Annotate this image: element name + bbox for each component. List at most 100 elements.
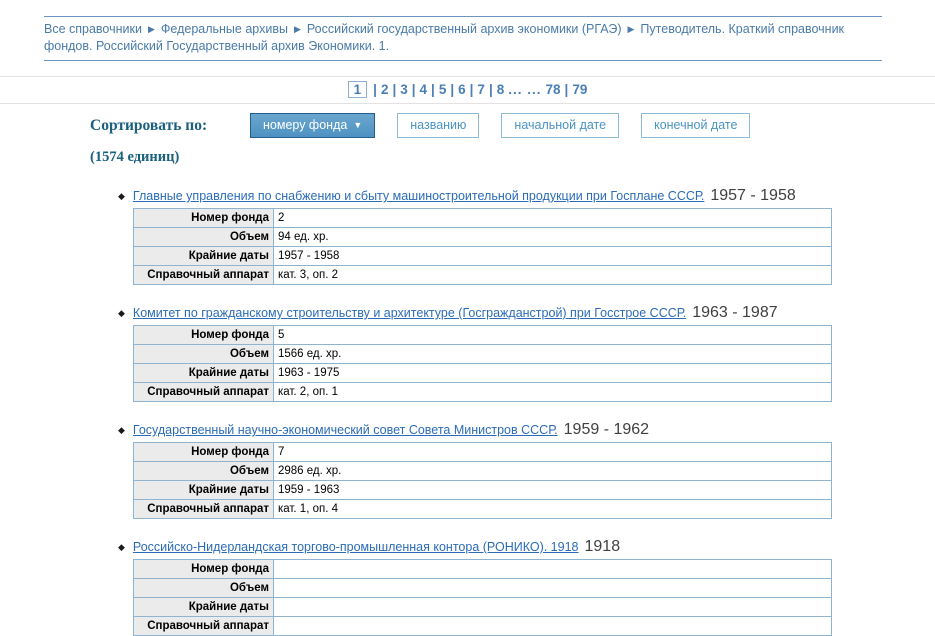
fond-details-table: Номер фонда 2 Объем 94 ед. хр. Крайние дат… [133, 208, 832, 285]
field-value-reference: кат. 2, оп. 1 [273, 382, 832, 402]
field-value-fund-number: 5 [273, 325, 832, 345]
sort-button-start-date[interactable]: начальной дате [501, 113, 620, 138]
field-value-dates: 1959 - 1963 [273, 480, 832, 500]
table-row: Номер фонда [133, 559, 832, 579]
list-item: ◆ Комитет по гражданскому строительству и… [118, 305, 935, 402]
field-value-dates: 1957 - 1958 [273, 246, 832, 266]
fond-date-range: 1918 [584, 538, 621, 555]
table-row: Крайние даты 1963 - 1975 [133, 363, 832, 383]
list-item: ◆ Российско-Нидерландская торгово-промышл… [118, 539, 935, 636]
pagination-separator: | [373, 82, 377, 97]
pagination-page-8[interactable]: 8 [496, 82, 505, 97]
field-value-reference: кат. 1, оп. 4 [273, 499, 832, 519]
breadcrumb-link-federal-archives[interactable]: Федеральные архивы [160, 22, 288, 36]
field-label-reference: Справочный аппарат [133, 616, 274, 636]
breadcrumb-separator-icon: ▶ [627, 24, 635, 34]
pagination: 1 | 2 | 3 | 4 | 5 | 6 | 7 | 8... ... 78 | 79 [0, 76, 935, 104]
field-label-dates: Крайние даты [133, 363, 274, 383]
pagination-ellipsis: ... ... [508, 82, 542, 97]
sort-button-fund-number[interactable]: номеру фонда ▼ [250, 113, 376, 138]
field-value-fund-number: 7 [273, 442, 832, 462]
field-label-reference: Справочный аппарат [133, 382, 274, 402]
table-row: Справочный аппарат [133, 616, 832, 636]
field-label-fund-number: Номер фонда [133, 208, 274, 228]
sort-button-fund-number-label: номеру фонда [263, 118, 348, 132]
field-value-volume: 94 ед. хр. [273, 227, 832, 247]
diamond-bullet-icon: ◆ [118, 308, 125, 318]
pagination-page-79[interactable]: 79 [572, 82, 588, 97]
pagination-page-6[interactable]: 6 [458, 82, 466, 97]
table-row: Крайние даты 1957 - 1958 [133, 246, 832, 266]
fond-date-range: 1957 - 1958 [710, 187, 796, 204]
diamond-bullet-icon: ◆ [118, 542, 125, 552]
field-label-dates: Крайние даты [133, 246, 274, 266]
breadcrumb-link-all-directories[interactable]: Все справочники [44, 22, 142, 36]
pagination-separator: | [450, 82, 455, 97]
breadcrumb-link-rgae[interactable]: Российский государственный архив экономи… [306, 22, 622, 36]
field-value-reference [273, 616, 832, 636]
fond-details-table: Номер фонда 5 Объем 1566 ед. хр. Крайние д… [133, 325, 832, 402]
pagination-current-page: 1 [347, 81, 368, 98]
field-label-volume: Объем [133, 344, 274, 364]
table-row: Справочный аппарат кат. 3, оп. 2 [133, 265, 832, 285]
fond-title-row: ◆ Российско-Нидерландская торгово-промышл… [118, 539, 935, 555]
pagination-separator: | [564, 82, 569, 97]
fond-details-table: Номер фонда 7 Объем 2986 ед. хр. Крайние д… [133, 442, 832, 519]
sort-button-end-date[interactable]: конечной дате [641, 113, 751, 138]
field-label-volume: Объем [133, 227, 274, 247]
field-label-fund-number: Номер фонда [133, 442, 274, 462]
field-label-volume: Объем [133, 461, 274, 481]
fond-details-table: Номер фонда Объем Крайние даты Справочны… [133, 559, 832, 636]
pagination-page-5[interactable]: 5 [438, 82, 447, 97]
pagination-separator: | [488, 82, 493, 97]
pagination-separator: | [431, 82, 435, 97]
fond-date-range: 1963 - 1987 [692, 304, 778, 321]
field-value-volume: 1566 ед. хр. [273, 344, 832, 364]
pagination-page-2[interactable]: 2 [380, 82, 389, 97]
pagination-page-78[interactable]: 78 [545, 82, 561, 97]
fond-title-link[interactable]: Государственный научно-экономический сов… [132, 423, 558, 437]
breadcrumb-current-page: Путеводитель. Краткий справочник фондов.… [44, 22, 845, 53]
breadcrumb-separator-icon: ▶ [293, 24, 301, 34]
dropdown-arrow-icon: ▼ [353, 120, 363, 130]
sort-by-label: Сортировать по: [90, 117, 208, 134]
pagination-page-3[interactable]: 3 [400, 82, 408, 97]
pagination-page-7[interactable]: 7 [477, 82, 485, 97]
pagination-separator: | [392, 82, 397, 97]
field-value-fund-number: 2 [273, 208, 832, 228]
fond-date-range: 1959 - 1962 [563, 421, 650, 438]
fond-title-row: ◆ Главные управления по снабжению и сбыту… [118, 188, 935, 204]
table-row: Крайние даты [133, 597, 832, 617]
field-label-dates: Крайние даты [133, 480, 274, 500]
field-value-volume: 2986 ед. хр. [273, 461, 832, 481]
field-label-volume: Объем [133, 578, 274, 598]
field-value-volume [273, 578, 832, 598]
results-count: (1574 единиц) [90, 149, 180, 165]
fond-title-link[interactable]: Главные управления по снабжению и сбыту … [132, 189, 705, 203]
table-row: Объем [133, 578, 832, 598]
field-label-fund-number: Номер фонда [133, 559, 274, 579]
pagination-separator: | [411, 82, 416, 97]
fond-title-link[interactable]: Комитет по гражданскому строительству и … [132, 306, 687, 320]
field-label-dates: Крайние даты [133, 597, 274, 617]
table-row: Номер фонда 7 [133, 442, 832, 462]
diamond-bullet-icon: ◆ [118, 191, 125, 201]
fond-title-link[interactable]: Российско-Нидерландская торгово-промышле… [132, 540, 579, 554]
sort-button-name[interactable]: названию [397, 113, 480, 138]
table-row: Объем 1566 ед. хр. [133, 344, 832, 364]
pagination-page-4[interactable]: 4 [419, 82, 428, 97]
table-row: Номер фонда 2 [133, 208, 832, 228]
breadcrumb-separator-icon: ▶ [147, 24, 155, 34]
field-value-fund-number [273, 559, 832, 579]
breadcrumb: Все справочники ▶ Федеральные архивы ▶ Росси… [44, 16, 882, 61]
diamond-bullet-icon: ◆ [118, 425, 125, 435]
table-row: Справочный аппарат кат. 2, оп. 1 [133, 382, 832, 402]
field-value-dates: 1963 - 1975 [273, 363, 832, 383]
field-value-reference: кат. 3, оп. 2 [273, 265, 832, 285]
fond-title-row: ◆ Комитет по гражданскому строительству и… [118, 305, 935, 321]
field-value-dates [273, 597, 832, 617]
fond-list: ◆ Главные управления по снабжению и сбыту… [0, 188, 935, 636]
field-label-reference: Справочный аппарат [133, 499, 274, 519]
table-row: Объем 2986 ед. хр. [133, 461, 832, 481]
field-label-reference: Справочный аппарат [133, 265, 274, 285]
